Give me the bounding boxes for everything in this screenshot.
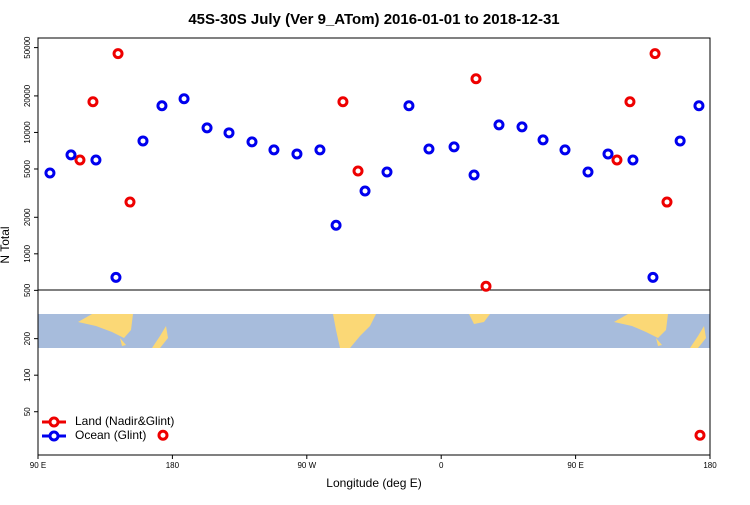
- data-point: [470, 73, 482, 85]
- data-point: [337, 96, 349, 108]
- data-point: [537, 134, 549, 146]
- data-point: [112, 48, 124, 60]
- data-point: [493, 119, 505, 131]
- x-tick-label: 90 W: [297, 461, 316, 470]
- data-point: [291, 148, 303, 160]
- y-tick-label: 100: [23, 368, 32, 382]
- legend-label: Land (Nadir&Glint): [75, 414, 174, 428]
- data-point: [448, 141, 460, 153]
- data-point: [352, 165, 364, 177]
- data-point: [674, 135, 686, 147]
- data-point: [156, 100, 168, 112]
- data-point: [330, 219, 342, 231]
- y-tick-label: 5000: [23, 160, 32, 178]
- data-point: [178, 93, 190, 105]
- data-point: [201, 122, 213, 134]
- x-axis-label: Longitude (deg E): [326, 476, 421, 490]
- data-point: [647, 271, 659, 283]
- legend-label: Ocean (Glint): [75, 428, 146, 442]
- data-point: [694, 429, 706, 441]
- data-point: [246, 136, 258, 148]
- chart-title: 45S-30S July (Ver 9_ATom) 2016-01-01 to …: [188, 11, 559, 28]
- plot-frame: [37, 37, 711, 456]
- y-tick-label: 500: [23, 283, 32, 297]
- data-point: [137, 135, 149, 147]
- data-point: [468, 169, 480, 181]
- data-point: [359, 185, 371, 197]
- data-point: [661, 196, 673, 208]
- data-point: [559, 144, 571, 156]
- y-tick-label: 50000: [23, 36, 32, 59]
- data-point: [44, 167, 56, 179]
- y-tick-label: 50: [23, 407, 32, 416]
- x-tick-label: 0: [439, 461, 444, 470]
- y-tick-label: 2000: [23, 208, 32, 226]
- data-point: [381, 166, 393, 178]
- y-tick-label: 1000: [23, 244, 32, 262]
- legend-marker: [48, 416, 60, 428]
- y-axis-label: N Total: [0, 226, 12, 263]
- data-point: [602, 148, 614, 160]
- data-point: [110, 271, 122, 283]
- data-point: [693, 100, 705, 112]
- data-point: [314, 144, 326, 156]
- x-tick-label: 90 E: [30, 461, 46, 470]
- data-point: [223, 127, 235, 139]
- x-tick-label: 180: [703, 461, 717, 470]
- data-point: [649, 48, 661, 60]
- y-tick-label: 20000: [23, 84, 32, 107]
- map-strip: [38, 314, 710, 348]
- data-point: [516, 121, 528, 133]
- data-point: [124, 196, 136, 208]
- data-point: [74, 154, 86, 166]
- data-point: [90, 154, 102, 166]
- data-point: [627, 154, 639, 166]
- legend-marker: [48, 430, 60, 442]
- data-point: [87, 96, 99, 108]
- data-point: [65, 149, 77, 161]
- x-tick-label: 90 E: [567, 461, 583, 470]
- data-point: [403, 100, 415, 112]
- data-point: [157, 429, 169, 441]
- x-tick-label: 180: [166, 461, 180, 470]
- data-point: [611, 154, 623, 166]
- data-point: [582, 166, 594, 178]
- data-point: [423, 143, 435, 155]
- data-point: [268, 144, 280, 156]
- data-point: [480, 280, 492, 292]
- y-tick-label: 10000: [23, 121, 32, 144]
- data-point: [624, 96, 636, 108]
- y-tick-label: 200: [23, 331, 32, 345]
